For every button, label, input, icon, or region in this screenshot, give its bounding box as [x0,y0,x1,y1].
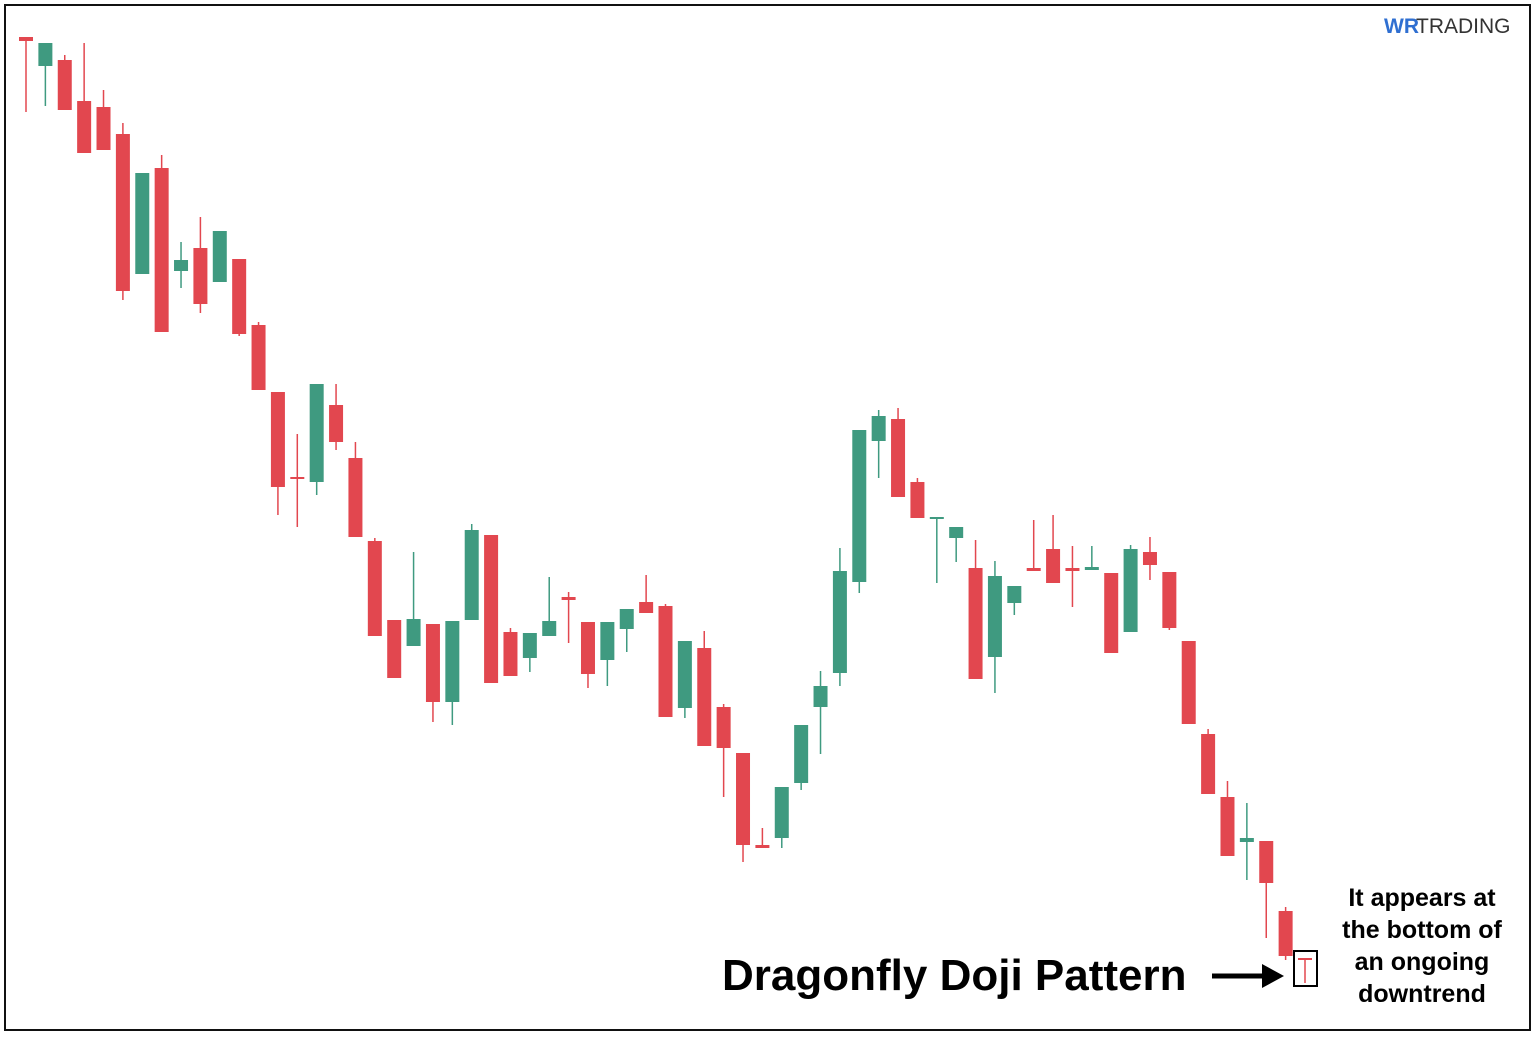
candle-body [1201,734,1216,794]
candle-body [677,641,692,708]
candle-body [1181,641,1196,724]
candle-body [522,633,537,658]
candle-body [115,134,130,291]
candle-body [1220,797,1235,856]
candle-body [290,477,305,479]
candle-body [19,37,33,41]
candle-body [77,101,92,153]
candle-body [135,173,150,274]
candle-body [871,416,886,441]
note-line: the bottom of [1342,916,1502,944]
candle-body [736,753,751,845]
candle-body [309,384,324,482]
candle-body [193,248,208,304]
candle-body [561,597,576,600]
candle-body [929,517,944,519]
candle-body [1123,549,1138,632]
logo-text: TRADING [1416,15,1511,38]
candle-body [348,458,363,537]
candle-body [406,619,421,646]
candle-body [387,620,402,678]
candle-body [852,430,867,582]
candle-body [619,609,634,629]
candle-body [891,419,906,497]
candle-body [1259,841,1274,883]
candle-body [232,259,247,334]
candle-body [503,632,518,676]
candle-body [949,527,964,538]
note-line: downtrend [1358,980,1486,1008]
candle-body [542,621,557,636]
candle-body [464,530,479,620]
candle-body [251,325,266,390]
candle-body [38,43,53,66]
candle-body [755,845,770,848]
candle-body [1278,911,1293,956]
note: It appears at the bottom of an ongoing down… [1342,884,1502,1008]
candle-body [1239,838,1254,842]
candle-body [425,624,440,702]
candle-body [813,686,828,707]
candle-body [580,622,595,674]
candle-body [270,392,285,487]
candle-body [968,568,983,679]
note-line: It appears at [1348,884,1496,912]
candle-body [987,576,1002,657]
candle-body [212,231,227,282]
candle-body [57,60,72,110]
candle-body [1046,549,1061,583]
annotation: Dragonfly Doji Pattern [722,951,1187,1000]
candle-body [639,602,654,613]
candle-body [716,707,731,748]
frame [4,4,1531,1031]
candle-body [174,260,189,271]
candle-body [367,541,382,636]
candle-body [910,482,925,518]
candle-body [1065,568,1080,571]
candle-body [1162,572,1177,628]
candle-body [832,571,847,673]
candle-body [154,168,169,332]
candle-body [774,787,789,838]
candle-body [697,648,712,746]
candle-body [1026,568,1041,571]
note-line: an ongoing [1355,948,1490,976]
candle-body [1298,958,1312,960]
candle-body [600,622,615,660]
highlight-box [1293,950,1318,987]
logo-mark: WR [1384,15,1419,38]
arrow-head [1262,964,1284,988]
candle-body [484,535,499,683]
candle-body [1084,567,1099,570]
candle-body [96,107,111,150]
candle-body [1104,573,1119,653]
candle-body [658,606,673,717]
candle-body [445,621,460,702]
candle-body [1142,552,1157,565]
candle-body [1007,586,1022,603]
candle-body [329,405,344,442]
candle-body [794,725,809,783]
